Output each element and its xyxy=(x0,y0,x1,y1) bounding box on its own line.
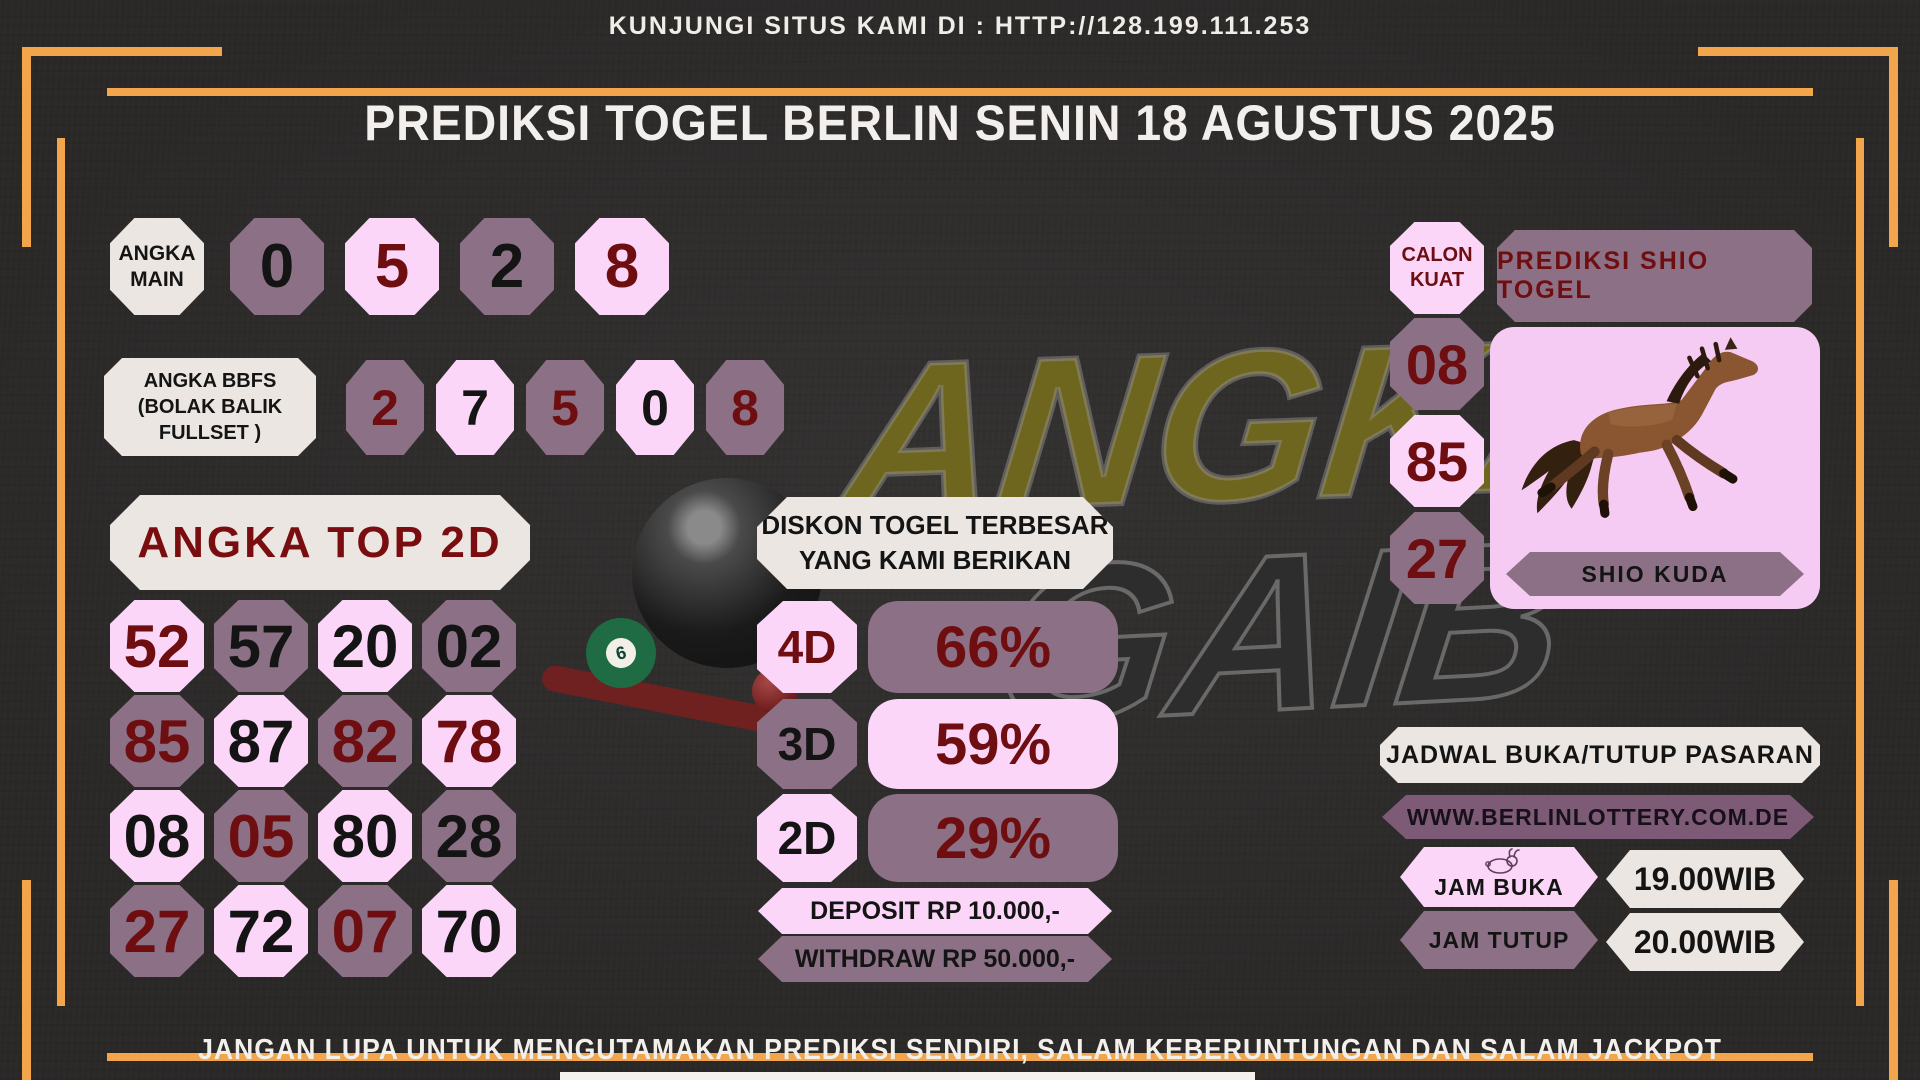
withdraw-info-bar: WITHDRAW RP 50.000,- xyxy=(758,936,1112,982)
top2d-cell: 07 xyxy=(318,885,412,977)
angka-bbfs-label-line1: ANGKA BBFS xyxy=(143,370,277,392)
six-ball-decoration: 6 xyxy=(586,618,656,688)
top2d-cell: 57 xyxy=(214,600,308,692)
page-title: PREDIKSI TOGEL BERLIN SENIN 18 AGUSTUS 2… xyxy=(364,95,1556,151)
top2d-cell: 72 xyxy=(214,885,308,977)
diskon-header: DISKON TOGEL TERBESAR YANG KAMI BERIKAN xyxy=(757,497,1113,589)
footer-disclaimer: JANGAN LUPA UNTUK MENGUTAMAKAN PREDIKSI … xyxy=(198,1034,1722,1066)
top2d-cell: 52 xyxy=(110,600,204,692)
top2d-cell: 08 xyxy=(110,790,204,882)
six-ball-number: 6 xyxy=(602,634,640,672)
jam-tutup-box: JAM TUTUP xyxy=(1400,911,1598,969)
calon-kuat-number: 08 xyxy=(1390,318,1484,410)
angka-main-label-line1: ANGKA xyxy=(118,242,196,266)
diskon-4d-label: 4D xyxy=(757,601,857,693)
diskon-2d-label: 2D xyxy=(757,794,857,882)
deposit-info-bar: DEPOSIT RP 10.000,- xyxy=(758,888,1112,934)
frame-top-right-vertical xyxy=(1889,47,1898,247)
top2d-cell: 78 xyxy=(422,695,516,787)
frame-top-left-vertical xyxy=(22,47,31,247)
calon-kuat-number: 85 xyxy=(1390,415,1484,507)
website-bar: WWW.BERLINLOTTERY.COM.DE xyxy=(1382,795,1814,839)
diskon-header-line1: DISKON TOGEL TERBESAR xyxy=(761,509,1109,540)
frame-top-right-horizontal xyxy=(1698,47,1898,56)
angka-bbfs-label: ANGKA BBFS (BOLAK BALIK FULLSET ) xyxy=(104,358,316,456)
jadwal-header-bar: JADWAL BUKA/TUTUP PASARAN xyxy=(1380,727,1820,783)
jam-buka-box: JAM BUKA xyxy=(1400,847,1598,907)
calon-kuat-number: 27 xyxy=(1390,512,1484,604)
diskon-3d-label: 3D xyxy=(757,699,857,789)
top2d-cell: 87 xyxy=(214,695,308,787)
site-url-banner: KUNJUNGI SITUS KAMI DI : HTTP://128.199.… xyxy=(608,12,1312,40)
calon-kuat-label-line1: CALON xyxy=(1401,244,1473,266)
top2d-cell: 80 xyxy=(318,790,412,882)
angka-bbfs-digit: 5 xyxy=(526,360,604,455)
angka-main-label: ANGKA MAIN xyxy=(110,218,204,315)
frame-inner-left-line xyxy=(57,138,65,1006)
diskon-4d-value: 66% xyxy=(868,601,1118,693)
rabbit-icon xyxy=(1476,848,1524,874)
diskon-2d-value: 29% xyxy=(868,794,1118,882)
jam-buka-value: 19.00WIB xyxy=(1606,850,1804,908)
angka-bbfs-digit: 8 xyxy=(706,360,784,455)
diskon-3d-value: 59% xyxy=(868,699,1118,789)
calon-kuat-label: CALON KUAT xyxy=(1390,222,1484,314)
frame-bottom-left-vertical xyxy=(22,880,31,1080)
angka-main-digit: 2 xyxy=(460,218,554,315)
calon-kuat-label-line2: KUAT xyxy=(1409,269,1465,291)
top2d-cell: 70 xyxy=(422,885,516,977)
bottom-white-sliver xyxy=(560,1072,1255,1080)
shio-name-bar: SHIO KUDA xyxy=(1506,552,1804,596)
shio-header-bar: PREDIKSI SHIO TOGEL xyxy=(1497,230,1812,322)
angka-main-digit: 5 xyxy=(345,218,439,315)
angka-main-label-line2: MAIN xyxy=(130,267,184,291)
top2d-cell: 02 xyxy=(422,600,516,692)
angka-bbfs-label-line3: FULLSET ) xyxy=(158,422,262,444)
top2d-cell: 85 xyxy=(110,695,204,787)
angka-main-digit: 0 xyxy=(230,218,324,315)
diskon-header-line2: YANG KAMI BERIKAN xyxy=(798,545,1072,575)
frame-top-left-horizontal xyxy=(22,47,222,56)
angka-bbfs-label-line2: (BOLAK BALIK xyxy=(137,396,283,418)
jam-tutup-value: 20.00WIB xyxy=(1606,913,1804,971)
angka-bbfs-digit: 7 xyxy=(436,360,514,455)
jam-buka-label: JAM BUKA xyxy=(1434,874,1564,900)
frame-inner-bottom-line xyxy=(107,1053,1813,1061)
frame-inner-top-line xyxy=(107,88,1813,96)
top2d-cell: 82 xyxy=(318,695,412,787)
angka-main-digit: 8 xyxy=(575,218,669,315)
top2d-cell: 28 xyxy=(422,790,516,882)
top2d-cell: 20 xyxy=(318,600,412,692)
top2d-cell: 05 xyxy=(214,790,308,882)
top2d-cell: 27 xyxy=(110,885,204,977)
shio-panel: SHIO KUDA xyxy=(1490,327,1820,609)
angka-bbfs-digit: 2 xyxy=(346,360,424,455)
angka-top-2d-header: ANGKA TOP 2D xyxy=(110,495,530,590)
frame-bottom-right-vertical xyxy=(1889,880,1898,1080)
angka-bbfs-digit: 0 xyxy=(616,360,694,455)
frame-inner-right-line xyxy=(1856,138,1864,1006)
horse-illustration xyxy=(1521,337,1759,518)
